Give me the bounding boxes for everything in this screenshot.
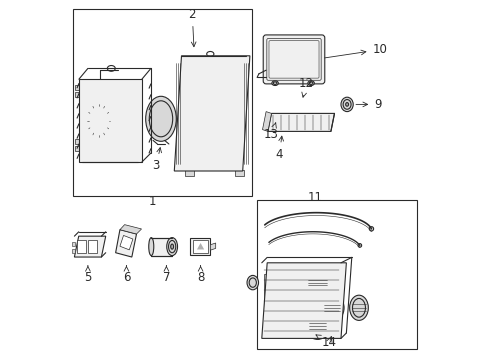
Bar xyxy=(192,240,208,253)
Ellipse shape xyxy=(345,103,348,106)
Ellipse shape xyxy=(305,312,329,339)
Polygon shape xyxy=(174,56,249,171)
Bar xyxy=(77,240,86,253)
Polygon shape xyxy=(262,112,271,131)
Polygon shape xyxy=(210,243,215,250)
Text: 8: 8 xyxy=(197,266,204,284)
Polygon shape xyxy=(267,113,334,131)
Bar xyxy=(75,92,79,97)
Bar xyxy=(75,85,79,90)
Polygon shape xyxy=(115,230,136,257)
Bar xyxy=(88,240,97,253)
Bar xyxy=(185,170,194,176)
Bar xyxy=(73,9,251,196)
Text: 11: 11 xyxy=(306,191,322,204)
Ellipse shape xyxy=(319,294,344,321)
Text: 3: 3 xyxy=(152,148,161,172)
Ellipse shape xyxy=(116,102,139,139)
Ellipse shape xyxy=(148,238,153,256)
Bar xyxy=(257,200,416,349)
Ellipse shape xyxy=(368,227,373,231)
Ellipse shape xyxy=(170,244,173,249)
Polygon shape xyxy=(79,79,142,162)
Ellipse shape xyxy=(222,106,231,121)
Polygon shape xyxy=(120,225,141,234)
Ellipse shape xyxy=(268,300,279,315)
Ellipse shape xyxy=(83,97,114,144)
Ellipse shape xyxy=(212,92,241,135)
Ellipse shape xyxy=(166,238,177,256)
Bar xyxy=(235,170,244,176)
Ellipse shape xyxy=(123,114,131,127)
Bar xyxy=(75,146,79,151)
Text: 12: 12 xyxy=(298,77,313,97)
Text: 9: 9 xyxy=(355,98,381,111)
Text: 5: 5 xyxy=(84,266,91,284)
Ellipse shape xyxy=(357,244,361,247)
Bar xyxy=(75,139,79,144)
Ellipse shape xyxy=(303,267,331,298)
Text: 7: 7 xyxy=(163,266,170,284)
Ellipse shape xyxy=(145,96,176,141)
Bar xyxy=(263,274,290,328)
Ellipse shape xyxy=(307,81,314,85)
Ellipse shape xyxy=(340,97,352,112)
Bar xyxy=(281,279,289,288)
Polygon shape xyxy=(120,235,133,250)
Polygon shape xyxy=(74,236,105,257)
FancyBboxPatch shape xyxy=(263,35,324,84)
Ellipse shape xyxy=(271,81,278,85)
Bar xyxy=(72,242,75,246)
Ellipse shape xyxy=(93,112,104,129)
Bar xyxy=(190,238,210,255)
Polygon shape xyxy=(197,243,204,249)
Text: 10: 10 xyxy=(324,43,386,58)
Text: 1: 1 xyxy=(149,195,156,208)
Ellipse shape xyxy=(246,275,258,290)
Polygon shape xyxy=(261,263,346,338)
Bar xyxy=(72,249,75,253)
Text: 4: 4 xyxy=(275,136,283,161)
Ellipse shape xyxy=(183,92,212,135)
Bar xyxy=(268,279,276,288)
Text: 14: 14 xyxy=(315,335,336,349)
Bar xyxy=(151,238,172,256)
Text: 6: 6 xyxy=(122,266,130,284)
Text: 13: 13 xyxy=(264,123,278,141)
Text: 2: 2 xyxy=(188,8,196,47)
Ellipse shape xyxy=(349,295,367,320)
Ellipse shape xyxy=(193,106,202,121)
